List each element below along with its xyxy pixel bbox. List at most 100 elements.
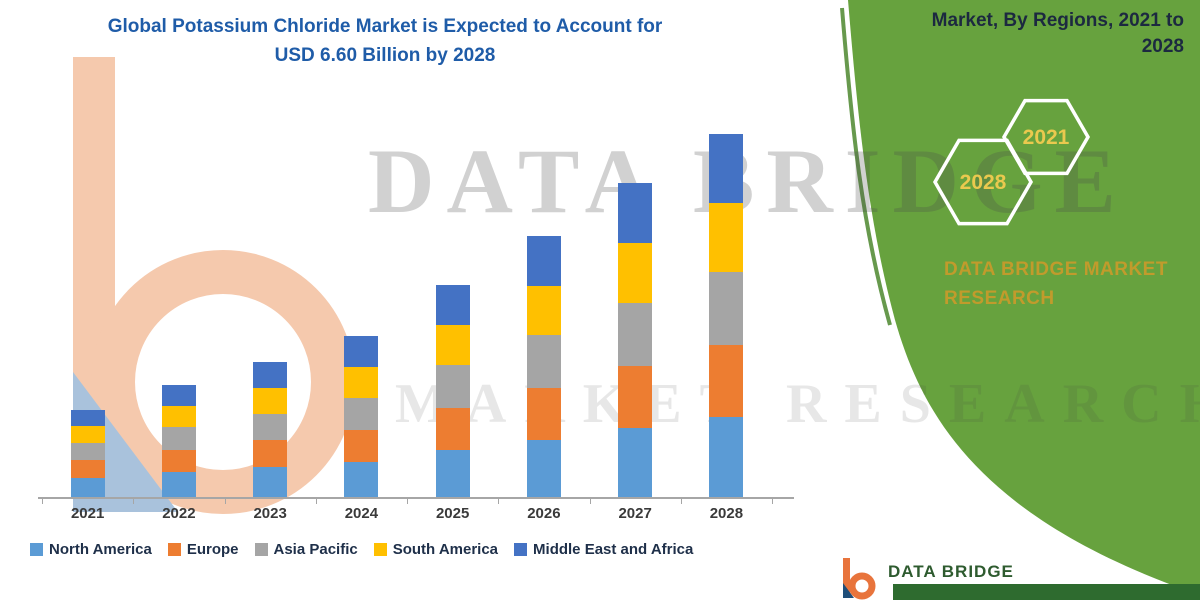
bar-2028 [709,133,744,497]
x-axis-label: 2025 [435,505,470,522]
bar-2024 [344,336,379,497]
axis-tick [315,499,317,504]
bar-segment [618,428,653,497]
bar-segment [344,336,379,368]
axis-tick [42,499,43,504]
legend-item: South America [373,541,499,558]
x-axis-label: 2026 [527,505,561,522]
legend-swatch [254,543,268,556]
bar-2027 [618,183,653,497]
bar-segment [709,202,744,273]
bars [42,117,772,497]
footer-logo: DATA BRIDGE [840,556,1014,600]
bar-segment [253,440,288,468]
bar-segment [435,284,470,325]
bar-segment [526,387,561,440]
bar-segment [618,242,653,303]
panel-heading: Market, By Regions, 2021 to 2028 [931,10,1184,57]
x-axis-label: 2022 [162,505,196,522]
axis-tick [133,499,135,504]
bar-segment [709,344,744,418]
bar-segment [344,429,379,462]
bar-2022 [161,384,196,497]
bar-segment [435,365,470,408]
legend-item: North America [30,541,152,558]
bar-segment [253,413,288,441]
legend-label: Asia Pacific [273,541,358,558]
bar-segment [435,407,470,451]
green-panel-shape [848,0,1200,595]
legend-item: Asia Pacific [254,541,358,558]
bar-segment [70,460,105,478]
footer-band [893,584,1200,600]
axis-tick [498,499,500,504]
x-axis-label: 2028 [709,505,744,522]
legend-item: Middle East and Africa [514,541,693,558]
legend-label: Europe [186,541,239,558]
x-axis-label: 2024 [344,505,379,522]
axis-tick [680,499,682,504]
bar-segment [618,302,653,366]
hexagon-2021-label: 2021 [1023,126,1070,149]
axis-tick [589,499,591,504]
bar-segment [70,409,105,427]
bar-segment [161,405,196,428]
legend-label: South America [392,541,499,558]
bar-segment [253,467,288,497]
bar-segment [161,449,196,473]
bar-segment [526,439,561,497]
bar-segment [344,398,379,430]
bar-segment [161,384,196,406]
axis-tick [772,499,773,504]
footer-logo-wedge [843,583,854,598]
legend-swatch [167,543,181,556]
bar-segment [70,442,105,461]
legend-swatch [30,543,43,556]
bar-segment [526,335,561,388]
chart-title-line1: Global Potassium Chloride Market is Expe… [107,16,663,37]
bar-segment [161,427,196,450]
brand-text-line2: RESEARCH [944,288,1055,310]
bar-segment [435,324,470,366]
bar-segment [253,361,288,388]
bar-segment [618,183,653,243]
brand-text-line1: DATA BRIDGE MARKET [944,259,1168,280]
legend-swatch [514,543,528,556]
footer-logo-bowl [848,572,876,600]
x-axis-label: 2027 [618,505,652,522]
legend-item: Europe [167,541,239,558]
hexagon-2021 [1001,98,1091,176]
legend: North America Europe Asia Pacific South Ame… [30,541,800,558]
bar-segment [618,365,653,429]
bar-segment [70,477,105,497]
hexagon-badges: 2028 2021 [932,98,1091,226]
bar-segment [161,472,196,497]
bar-2025 [435,284,470,497]
x-axis-label: 2021 [70,505,105,522]
bar-2026 [526,236,561,497]
axis-tick [224,499,226,504]
footer-brand-name: DATA BRIDGE [888,562,1014,581]
watermark-logo-bowl [91,250,355,514]
legend-label: Middle East and Africa [533,541,694,558]
chart-title-line2: USD 6.60 Billion by 2028 [274,45,496,67]
green-panel-accent-curve [840,7,892,326]
brand-text: DATA BRIDGE MARKET RESEARCH [944,255,1168,314]
footer-logo-mark [843,558,876,600]
bar-segment [709,133,744,203]
bar-segment [435,450,470,497]
x-axis-label: 2023 [253,505,287,522]
bar-segment [526,236,561,286]
bar-segment [709,417,744,497]
hexagon-2028-label: 2028 [960,171,1007,194]
bar-segment [526,285,561,336]
bar-segment [344,367,379,399]
bar-2023 [253,361,288,497]
bar-segment [709,272,744,345]
x-axis [38,497,794,499]
axis-tick [407,499,408,504]
footer-logo-stem [843,558,850,598]
bar-segment [253,387,288,414]
